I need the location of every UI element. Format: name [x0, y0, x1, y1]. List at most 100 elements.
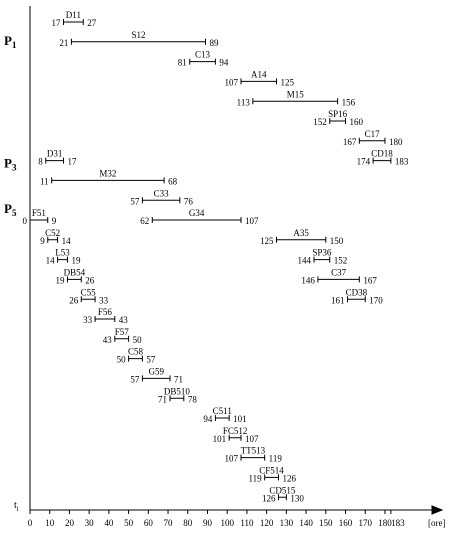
task-start: 107: [225, 77, 239, 87]
x-tick-label: 150: [319, 518, 333, 528]
x-tick-label: 30: [85, 518, 95, 528]
task-bar: [51, 177, 165, 184]
task-end: 57: [146, 355, 156, 365]
task-bar: [94, 316, 116, 322]
task-name: D31: [47, 149, 63, 159]
task-bar: [264, 474, 279, 481]
y-axis-label-sub: i: [17, 505, 19, 513]
task-end: 43: [119, 315, 128, 325]
task-end: 167: [363, 275, 377, 285]
x-tick-label: 120: [260, 518, 274, 528]
x-axis-label: [ore]: [428, 518, 446, 528]
task-bar: [240, 78, 277, 85]
task-name: C55: [81, 287, 97, 297]
task-start: 146: [301, 275, 315, 285]
task-end: 119: [269, 454, 283, 464]
task-name: C17: [365, 129, 381, 139]
task-end: 14: [62, 236, 72, 246]
group-label-name: P: [4, 201, 12, 216]
task-start: 11: [40, 176, 49, 186]
task-start: 101: [213, 434, 227, 444]
task-name: C33: [154, 188, 170, 198]
task-bar: [252, 98, 339, 105]
task-bar: [66, 276, 82, 283]
task-bar: [228, 434, 242, 441]
task-end: 183: [395, 157, 409, 167]
task-bar: [276, 236, 327, 243]
task-end: 150: [330, 236, 344, 246]
task-name: DB510: [164, 386, 191, 396]
task-end: 170: [369, 295, 383, 305]
task-name: F57: [115, 327, 130, 337]
task-start: 125: [260, 236, 274, 246]
task-start: 57: [130, 374, 140, 384]
task-name: C13: [195, 50, 211, 60]
task-end: 27: [87, 18, 97, 28]
task-start: 144: [297, 256, 311, 266]
x-tick-label: 90: [203, 518, 213, 528]
task-name: CD18: [371, 149, 393, 159]
task-name: G34: [189, 208, 205, 218]
task-name: CD38: [346, 287, 368, 297]
task-bar: [80, 296, 96, 303]
task-start: 71: [158, 394, 167, 404]
task-bar: [128, 355, 143, 362]
task-start: 126: [262, 493, 276, 503]
group-label-sub: 3: [12, 163, 17, 173]
task-bar: [114, 335, 130, 342]
task-bar: [141, 375, 171, 382]
task-name: CF514: [259, 465, 284, 475]
x-tick-label: 170: [358, 518, 372, 528]
group-label: P5: [4, 201, 17, 218]
task-start: 26: [69, 295, 79, 305]
group-label: P1: [4, 33, 17, 50]
task-name: DB54: [64, 267, 86, 277]
task-start: 152: [313, 117, 327, 127]
task-bar: [240, 454, 266, 461]
task-bar: [313, 256, 331, 263]
task-name: SP36: [312, 248, 332, 258]
y-axis-label-name: t: [14, 500, 17, 511]
task-end: 126: [282, 473, 296, 483]
x-tick-label: 70: [164, 518, 174, 528]
task-end: 180: [389, 137, 403, 147]
task-start: 94: [203, 414, 213, 424]
task-name: A35: [293, 228, 309, 238]
task-end: 26: [85, 275, 95, 285]
task-name: F56: [98, 307, 113, 317]
task-end: 125: [281, 77, 295, 87]
task-name: A14: [251, 69, 267, 79]
task-start: 8: [38, 157, 43, 167]
x-tick-label: 183: [391, 518, 405, 528]
task-start: 107: [225, 454, 239, 464]
x-tick-label: 60: [144, 518, 154, 528]
x-tick-label: 110: [240, 518, 254, 528]
task-bar: [317, 276, 360, 283]
x-tick-label: 50: [124, 518, 134, 528]
task-bar: [358, 137, 386, 144]
task-end: 50: [133, 335, 143, 345]
task-end: 152: [334, 256, 348, 266]
task-bar: [151, 217, 242, 223]
task-name: SP16: [328, 109, 348, 119]
task-bar: [169, 395, 185, 402]
task-start: 9: [40, 236, 45, 246]
task-end: 156: [342, 97, 356, 107]
x-tick-label: 180: [378, 518, 392, 528]
task-name: D11: [66, 10, 81, 20]
group-label-name: P: [4, 33, 12, 48]
x-tick-label: 140: [299, 518, 313, 528]
x-tick-label: 0: [28, 518, 33, 528]
x-tick-label: 100: [220, 518, 234, 528]
task-bar: [214, 415, 230, 421]
task-name: S12: [131, 30, 145, 40]
y-axis-label: ti: [14, 500, 19, 512]
group-label: P3: [4, 156, 17, 173]
task-start: 167: [343, 137, 357, 147]
group-label-sub: 5: [12, 208, 17, 218]
task-start: 33: [83, 315, 93, 325]
task-name: FC512: [223, 426, 248, 436]
task-bar: [372, 157, 392, 164]
task-end: 17: [68, 157, 78, 167]
